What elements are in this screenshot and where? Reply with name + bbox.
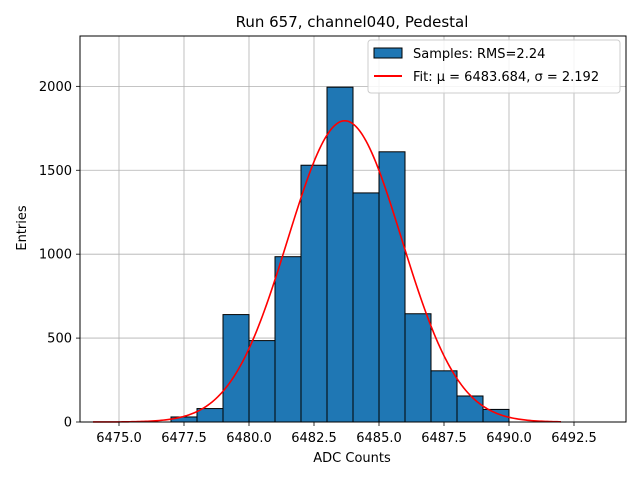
histogram-bar: [326, 86, 354, 423]
chart-title: Run 657, channel040, Pedestal: [236, 13, 469, 31]
y-tick-label: 2000: [39, 80, 72, 95]
histogram-bar: [378, 151, 406, 423]
legend-box: [367, 39, 621, 94]
y-tick-label: 1500: [39, 164, 72, 179]
legend: Samples: RMS=2.24 Fit: μ = 6483.684, σ =…: [367, 39, 621, 94]
y-tick-label: 500: [47, 332, 72, 347]
x-tick-label: 6485.0: [356, 431, 402, 446]
y-axis: 0 500 1000 1500 2000: [39, 80, 80, 431]
histogram-bar: [196, 408, 224, 423]
x-axis-label: ADC Counts: [313, 451, 391, 466]
histogram-bar: [430, 370, 458, 423]
x-tick-label: 6487.5: [421, 431, 467, 446]
plot-frame: [79, 35, 627, 423]
x-tick-label: 6480.0: [226, 431, 272, 446]
x-tick-label: 6477.5: [161, 431, 207, 446]
histogram-bars: [170, 86, 510, 423]
x-tick-label: 6490.0: [486, 431, 532, 446]
x-tick-label: 6492.5: [551, 431, 597, 446]
gaussian-fit-curve: [93, 119, 562, 423]
x-axis: 6475.0 6477.5 6480.0 6482.5 6485.0 6487.5 6490…: [96, 422, 597, 446]
histogram-bar: [274, 256, 302, 423]
legend-histogram-label: Samples: RMS=2.24: [413, 47, 545, 62]
x-tick-label: 6482.5: [291, 431, 337, 446]
x-tick-label: 6475.0: [96, 431, 142, 446]
histogram-bar: [248, 340, 276, 423]
y-axis-label: Entries: [15, 205, 30, 251]
histogram-bar: [300, 164, 328, 423]
histogram-bar: [352, 192, 380, 423]
y-tick-label: 0: [64, 416, 72, 431]
histogram-bar: [404, 313, 432, 423]
legend-histogram-swatch: [373, 47, 403, 59]
fit-curve-layer: [93, 119, 562, 423]
legend-fit-label: Fit: μ = 6483.684, σ = 2.192: [413, 70, 599, 85]
y-tick-label: 1000: [39, 248, 72, 263]
histogram-bar: [222, 314, 250, 423]
histogram-bar: [456, 395, 484, 423]
